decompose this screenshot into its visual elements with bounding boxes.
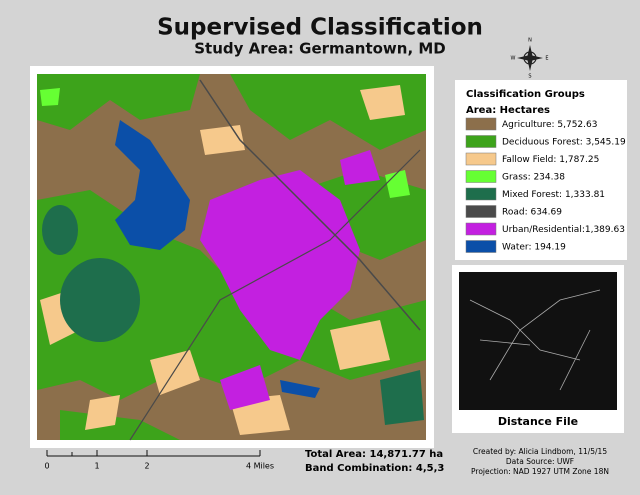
land-class <box>129 149 421 441</box>
north-arrow: N E S W <box>511 38 549 80</box>
land-class <box>42 205 78 255</box>
legend: Agriculture: 5,752.63 Deciduous Forest: 3… <box>465 117 626 253</box>
legend-swatch <box>465 170 497 183</box>
legend-label: Deciduous Forest: 3,545.19 <box>502 138 626 148</box>
legend-swatch <box>465 135 497 148</box>
legend-swatch <box>465 222 497 236</box>
scale-bar <box>46 450 261 457</box>
credits: Created by: Alicia Lindbom, 11/5/15Data … <box>471 447 609 476</box>
credit-line: Created by: Alicia Lindbom, 11/5/15 <box>473 447 607 456</box>
scale-label: 2 <box>144 462 149 471</box>
land-class <box>200 125 245 155</box>
band-combination: Band Combination: 4,5,3 <box>305 463 444 474</box>
classified-map <box>37 74 426 441</box>
total-area: Total Area: 14,871.77 ha <box>305 449 443 460</box>
legend-label: Water: 194.19 <box>502 243 566 253</box>
legend-label: Road: 634.69 <box>502 208 562 218</box>
land-class <box>360 85 405 120</box>
legend-label: Urban/Residential:1,389.63 <box>502 225 625 235</box>
distance-texture <box>469 289 601 391</box>
inset-title: Distance File <box>498 415 578 428</box>
land-class <box>150 350 200 395</box>
legend-subtitle: Area: Hectares <box>466 105 550 116</box>
legend-label: Mixed Forest: 1,333.81 <box>502 190 605 200</box>
land-class <box>385 170 410 198</box>
compass-label: E <box>545 56 548 62</box>
land-class <box>60 258 140 342</box>
legend-swatch <box>465 117 497 131</box>
legend-label: Fallow Field: 1,787.25 <box>502 155 599 165</box>
land-class <box>380 370 424 425</box>
scale-labels: 0 1 2 4 Miles <box>44 462 274 471</box>
title: Supervised Classification <box>157 15 483 41</box>
legend-swatch <box>465 187 497 201</box>
legend-swatch <box>465 240 497 253</box>
credit-line: Data Source: UWF <box>506 457 574 466</box>
scale-label: 1 <box>94 462 99 471</box>
legend-label: Grass: 234.38 <box>502 173 565 183</box>
subtitle: Study Area: Germantown, MD <box>194 40 446 58</box>
land-class <box>200 170 360 360</box>
land-class <box>115 120 190 250</box>
compass-label: W <box>511 56 516 62</box>
land-class <box>40 88 60 106</box>
land-class <box>37 74 200 130</box>
land-class <box>280 380 320 398</box>
legend-swatch <box>465 205 497 218</box>
compass-label: S <box>528 74 531 80</box>
scale-label: 0 <box>44 462 49 471</box>
land-class <box>199 79 421 331</box>
distance-image <box>459 272 617 410</box>
land-class <box>220 365 270 410</box>
credit-line: Projection: NAD 1927 UTM Zone 18N <box>471 467 609 476</box>
compass-label: N <box>528 38 532 44</box>
legend-swatch <box>465 152 497 166</box>
legend-title: Classification Groups <box>466 89 585 100</box>
land-class <box>330 320 390 370</box>
scale-label: 4 Miles <box>246 462 274 471</box>
land-class <box>340 150 380 185</box>
legend-label: Agriculture: 5,752.63 <box>502 120 597 130</box>
land-class <box>85 395 120 430</box>
